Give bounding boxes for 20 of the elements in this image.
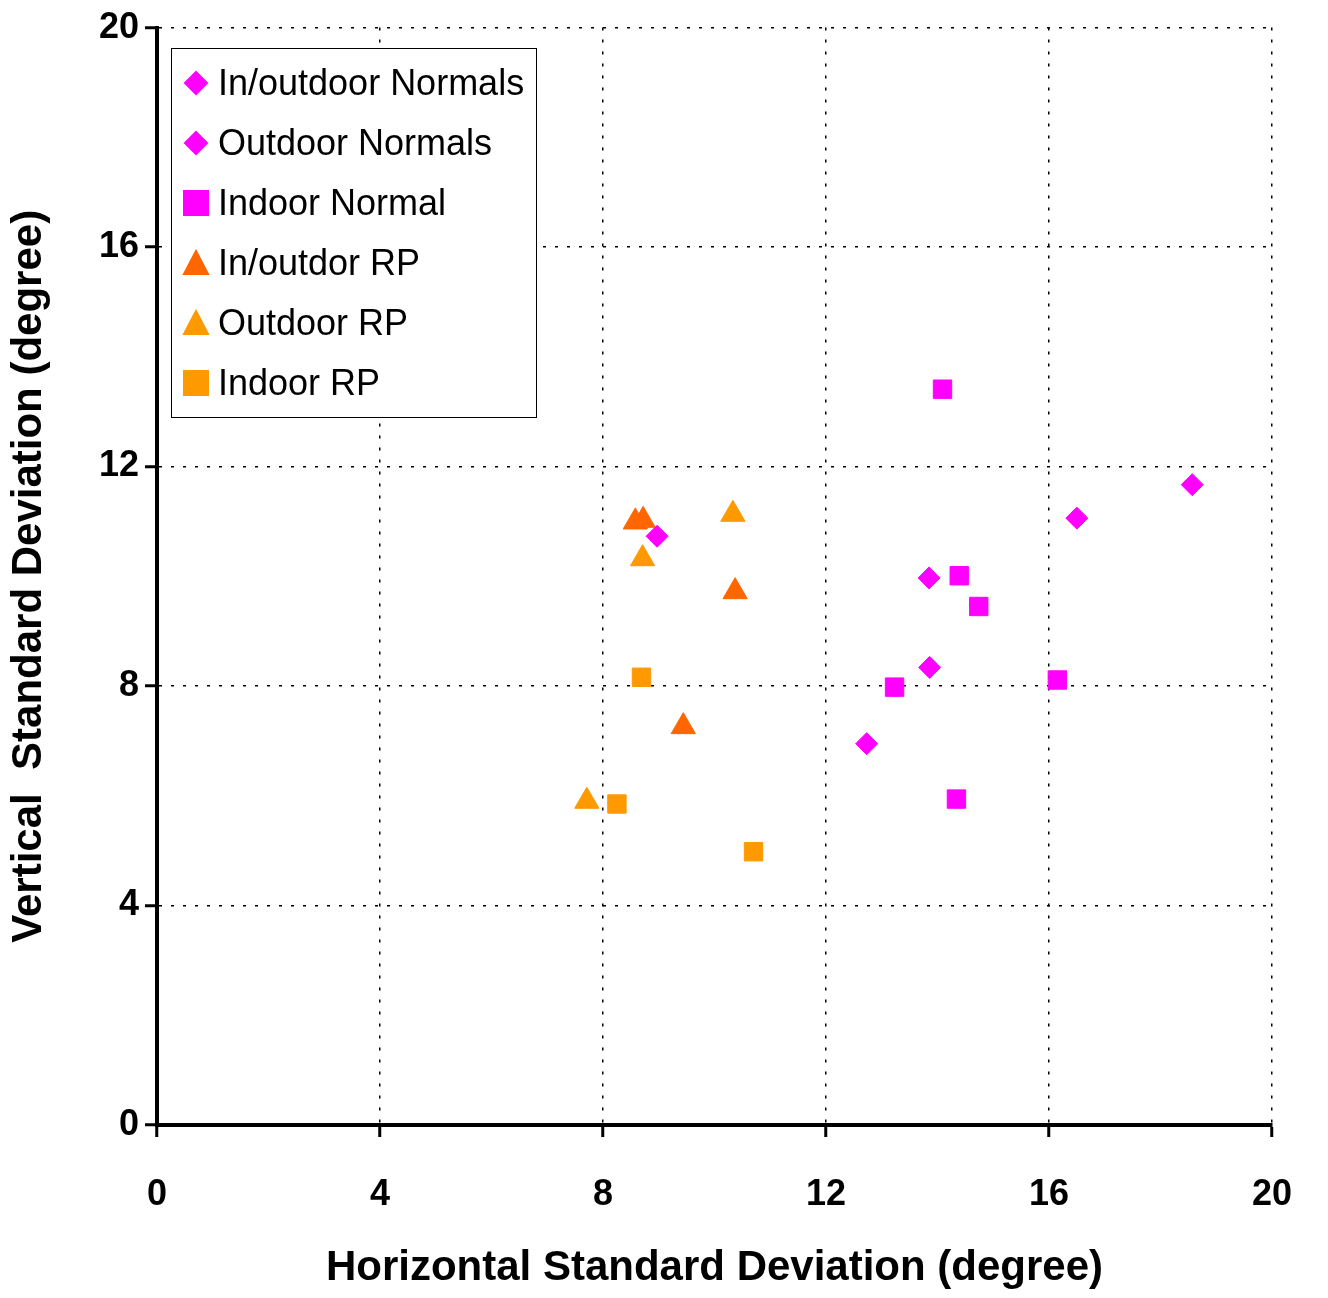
y-tick-label: 8 — [118, 662, 139, 704]
y-axis-title: Vertical Standard Deviation (degree) — [2, 209, 50, 943]
legend-label: In/outdor RP — [218, 240, 421, 285]
y-tick-label: 12 — [98, 443, 139, 485]
legend-label: Outdoor Normals — [218, 120, 493, 165]
x-axis-title: Horizontal Standard Deviation (degree) — [325, 1242, 1104, 1290]
y-tick-label: 4 — [118, 882, 139, 924]
x-tick-label: 8 — [592, 1171, 614, 1213]
y-tick-label: 16 — [98, 224, 139, 265]
x-tick-label: 16 — [1028, 1171, 1070, 1213]
y-tick-label: 20 — [98, 4, 139, 46]
legend-label: Outdoor RP — [218, 300, 409, 345]
x-tick-label: 4 — [369, 1171, 391, 1213]
x-tick-label: 0 — [146, 1171, 168, 1213]
y-tick-label: 0 — [118, 1101, 139, 1143]
legend-label: Indoor RP — [218, 360, 381, 405]
x-tick-label: 20 — [1251, 1171, 1292, 1213]
legend-label: In/outdoor Normals — [218, 60, 525, 105]
x-tick-label: 12 — [805, 1171, 847, 1213]
legend-label: Indoor Normal — [218, 180, 447, 225]
